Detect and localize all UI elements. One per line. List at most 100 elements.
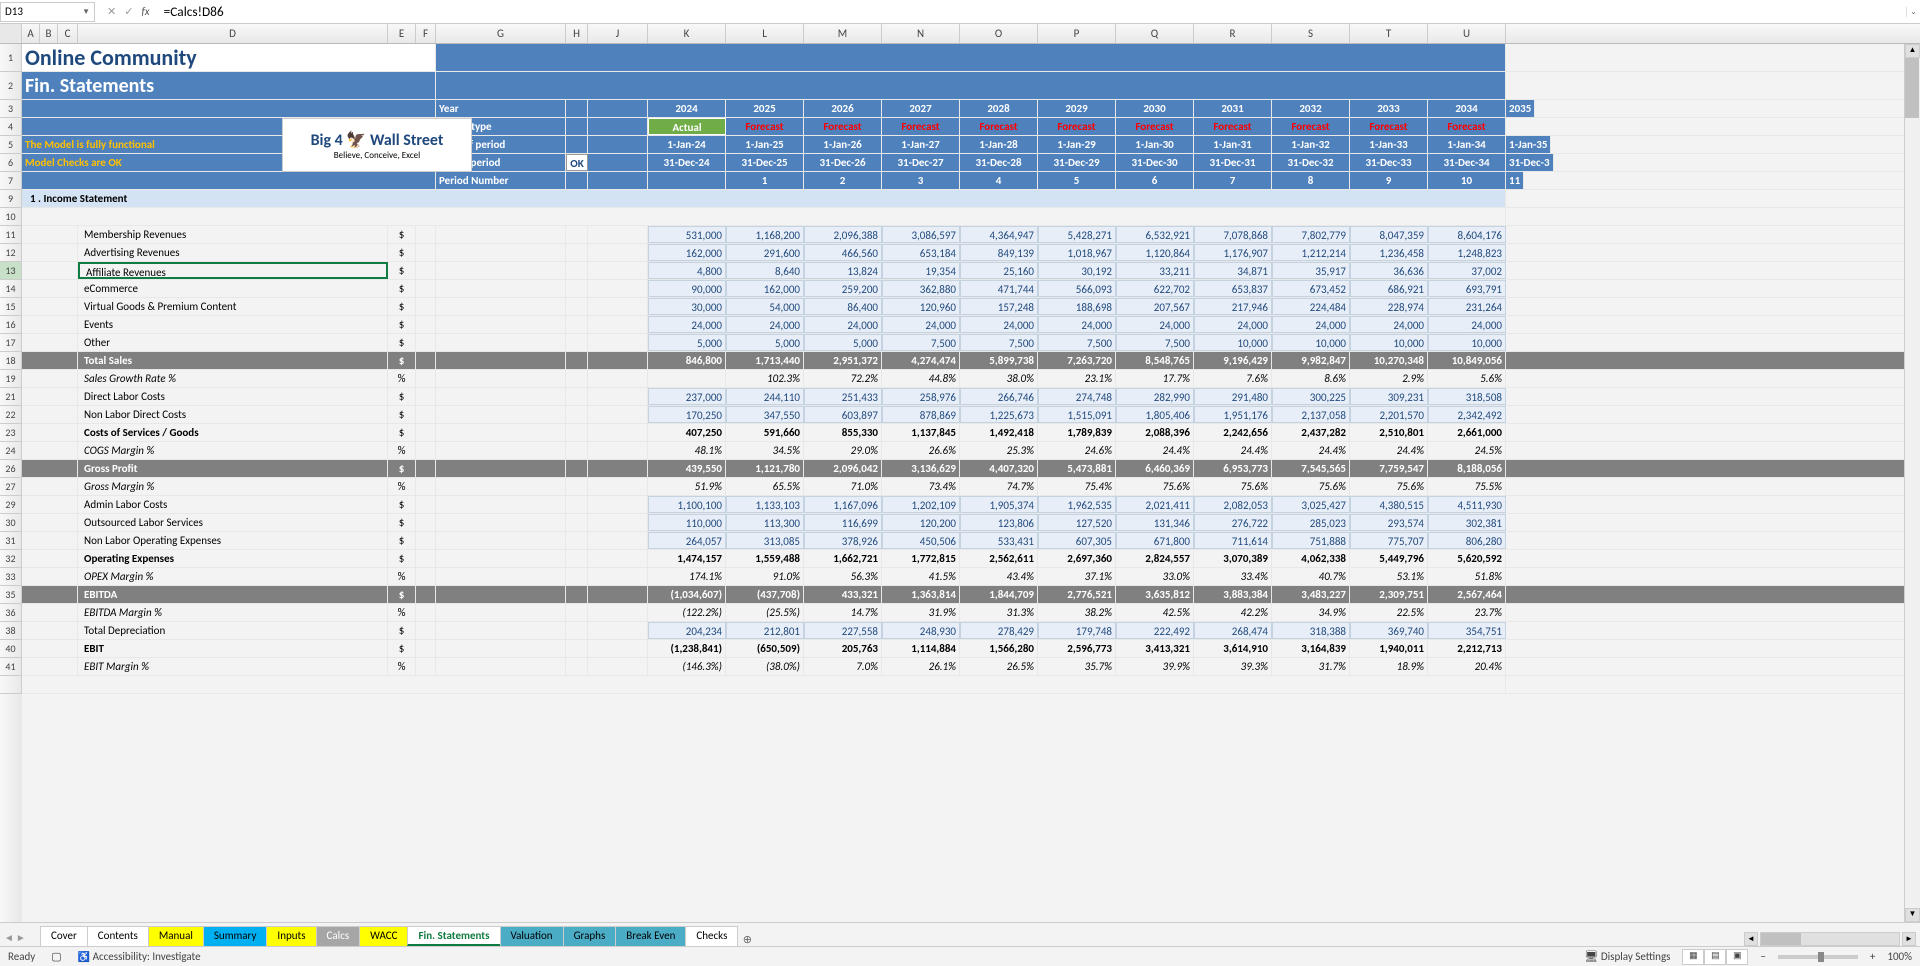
col-header-O[interactable]: O	[960, 24, 1038, 43]
view-break-icon[interactable]: ▣	[1726, 949, 1748, 965]
row-header-26[interactable]: 26	[0, 460, 22, 478]
col-header-U[interactable]: U	[1428, 24, 1506, 43]
row-header-33[interactable]: 33	[0, 568, 22, 586]
name-box[interactable]: D13 ▼	[0, 2, 95, 22]
formula-input[interactable]	[158, 2, 1906, 22]
col-header-S[interactable]: S	[1272, 24, 1350, 43]
row-header-41[interactable]: 41	[0, 658, 22, 676]
row-header-6[interactable]: 6	[0, 154, 22, 172]
tab-calcs[interactable]: Calcs	[316, 926, 361, 946]
row-header-7[interactable]: 7	[0, 172, 22, 190]
add-sheet-button[interactable]: ⊕	[737, 933, 757, 946]
row-header-29[interactable]: 29	[0, 496, 22, 514]
col-header-K[interactable]: K	[648, 24, 726, 43]
horizontal-scrollbar[interactable]: ◄ ►	[757, 932, 1920, 946]
row-header-40[interactable]: 40	[0, 640, 22, 658]
zoom-out-icon[interactable]: −	[1760, 950, 1765, 963]
row-header-3[interactable]: 3	[0, 100, 22, 118]
view-normal-icon[interactable]: ▦	[1682, 949, 1704, 965]
spreadsheet-cells[interactable]: Online CommunityFin. StatementsYear20242…	[22, 44, 1904, 922]
tab-summary[interactable]: Summary	[203, 926, 268, 946]
row-header-17[interactable]: 17	[0, 334, 22, 352]
col-header-B[interactable]: B	[40, 24, 58, 43]
zoom-thumb[interactable]	[1818, 952, 1824, 962]
row-header-15[interactable]: 15	[0, 298, 22, 316]
col-header-J[interactable]: J	[588, 24, 648, 43]
tab-checks[interactable]: Checks	[685, 926, 738, 946]
macro-record-icon[interactable]: ▢	[51, 950, 61, 963]
formula-expand-icon[interactable]: ⌄	[1906, 7, 1920, 17]
confirm-icon[interactable]: ✓	[124, 5, 133, 18]
row-header-19[interactable]: 19	[0, 370, 22, 388]
tab-fin-statements[interactable]: Fin. Statements	[407, 926, 500, 946]
tab-cover[interactable]: Cover	[40, 926, 88, 946]
cancel-icon[interactable]: ✕	[107, 5, 116, 18]
col-header-A[interactable]: A	[22, 24, 40, 43]
vscroll-track[interactable]	[1905, 58, 1920, 908]
vscroll-thumb[interactable]	[1905, 58, 1919, 118]
tab-wacc[interactable]: WACC	[359, 926, 408, 946]
row-header-32[interactable]: 32	[0, 550, 22, 568]
row-header-24[interactable]: 24	[0, 442, 22, 460]
row-header-2[interactable]: 2	[0, 72, 22, 100]
col-header-D[interactable]: D	[78, 24, 388, 43]
row-header-12[interactable]: 12	[0, 244, 22, 262]
tab-inputs[interactable]: Inputs	[266, 926, 316, 946]
row-header-36[interactable]: 36	[0, 604, 22, 622]
row-header-14[interactable]: 14	[0, 280, 22, 298]
tab-graphs[interactable]: Graphs	[563, 926, 617, 946]
col-header-C[interactable]: C	[58, 24, 78, 43]
col-header-P[interactable]: P	[1038, 24, 1116, 43]
row-header-13[interactable]: 13	[0, 262, 22, 280]
scroll-up-icon[interactable]: ▲	[1905, 44, 1920, 58]
row-header-1[interactable]: 1	[0, 44, 22, 72]
fx-icon[interactable]: fx	[141, 5, 149, 18]
view-layout-icon[interactable]: ▤	[1704, 949, 1726, 965]
col-header-R[interactable]: R	[1194, 24, 1272, 43]
row-header-27[interactable]: 27	[0, 478, 22, 496]
row-header-38[interactable]: 38	[0, 622, 22, 640]
col-header-E[interactable]: E	[388, 24, 416, 43]
col-header-F[interactable]: F	[416, 24, 436, 43]
row-header-31[interactable]: 31	[0, 532, 22, 550]
row-header-10[interactable]: 10	[0, 208, 22, 226]
select-all-corner[interactable]	[0, 24, 22, 43]
row-header-5[interactable]: 5	[0, 136, 22, 154]
tab-valuation[interactable]: Valuation	[500, 926, 564, 946]
tab-contents[interactable]: Contents	[87, 926, 149, 946]
row-header-21[interactable]: 21	[0, 388, 22, 406]
row-header-22[interactable]: 22	[0, 406, 22, 424]
scroll-down-icon[interactable]: ▼	[1905, 908, 1920, 922]
zoom-in-icon[interactable]: +	[1870, 950, 1875, 963]
hscroll-track[interactable]	[1760, 932, 1900, 946]
accessibility-status[interactable]: ♿ Accessibility: Investigate	[78, 950, 201, 963]
display-settings[interactable]: 🖥 Display Settings	[1584, 950, 1670, 963]
tab-next-icon[interactable]: ►	[16, 931, 26, 944]
vertical-scrollbar[interactable]: ▲ ▼	[1904, 44, 1920, 922]
col-header-M[interactable]: M	[804, 24, 882, 43]
tab-prev-icon[interactable]: ◄	[4, 931, 14, 944]
tab-break-even[interactable]: Break Even	[615, 926, 686, 946]
row-header-4[interactable]: 4	[0, 118, 22, 136]
hscroll-left-icon[interactable]: ◄	[1744, 932, 1758, 946]
zoom-slider[interactable]	[1778, 955, 1858, 959]
row-header-18[interactable]: 18	[0, 352, 22, 370]
col-header-L[interactable]: L	[726, 24, 804, 43]
col-header-T[interactable]: T	[1350, 24, 1428, 43]
tab-manual[interactable]: Manual	[148, 926, 204, 946]
row-header-11[interactable]: 11	[0, 226, 22, 244]
col-header-H[interactable]: H	[566, 24, 588, 43]
name-box-dropdown-icon[interactable]: ▼	[82, 7, 90, 17]
col-header-N[interactable]: N	[882, 24, 960, 43]
hscroll-thumb[interactable]	[1761, 933, 1801, 945]
col-header-G[interactable]: G	[436, 24, 566, 43]
row-header-9[interactable]: 9	[0, 190, 22, 208]
tab-nav-arrows[interactable]: ◄►	[4, 931, 26, 944]
hscroll-right-icon[interactable]: ►	[1902, 932, 1916, 946]
col-header-Q[interactable]: Q	[1116, 24, 1194, 43]
row-header-30[interactable]: 30	[0, 514, 22, 532]
row-header-35[interactable]: 35	[0, 586, 22, 604]
row-header-16[interactable]: 16	[0, 316, 22, 334]
row-header-23[interactable]: 23	[0, 424, 22, 442]
row-header-[interactable]	[0, 676, 22, 694]
